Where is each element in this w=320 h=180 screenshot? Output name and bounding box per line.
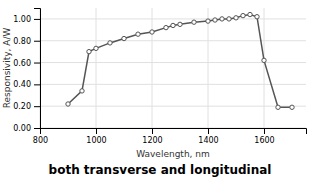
x-tick: 800 — [33, 128, 48, 145]
y-grid-line — [40, 18, 306, 19]
point — [108, 41, 112, 45]
y-tick-label: 0.80 — [13, 37, 31, 46]
x-tick: 1200 — [142, 128, 162, 145]
point — [213, 18, 217, 22]
y-tick-mark — [34, 41, 40, 42]
point — [255, 15, 259, 19]
y-grid-line — [40, 40, 306, 41]
y-tick-mark — [34, 106, 40, 107]
y-tick: 0.20 — [13, 102, 40, 111]
y-tick: 0.60 — [13, 59, 40, 68]
point — [66, 102, 70, 106]
point — [206, 19, 210, 23]
x-axis-title: Wavelength, nm — [136, 149, 210, 159]
y-tick-label: 1.00 — [13, 15, 31, 24]
y-tick-label: 0.20 — [13, 102, 31, 111]
y-grid-line — [40, 62, 306, 63]
x-tick-mark — [264, 128, 265, 134]
point — [290, 105, 294, 109]
y-tick: 0.00 — [13, 124, 40, 133]
x-tick-mark — [208, 128, 209, 134]
point — [164, 25, 168, 29]
point — [171, 23, 175, 27]
point — [192, 20, 196, 24]
point — [150, 30, 154, 34]
x-tick: 1400 — [198, 128, 218, 145]
point — [80, 89, 84, 93]
y-grid-line — [40, 84, 306, 85]
x-grid-line — [96, 8, 97, 128]
plot: 800 1000 1200 1400 1600 0.00 0.20 0.40 0.60 0.80 1… — [13, 8, 306, 145]
point — [227, 17, 231, 21]
y-tick-label: 0.60 — [13, 59, 31, 68]
y-tick-label: 0.00 — [13, 124, 31, 133]
x-tick-mark — [96, 128, 97, 134]
point — [87, 49, 91, 53]
point — [241, 13, 245, 17]
y-tick: 0.80 — [13, 37, 40, 46]
title: both transverse and longitudinal — [49, 163, 272, 177]
chart: 800 1000 1200 1400 1600 0.00 0.20 0.40 0.60 0.80 1… — [0, 0, 320, 180]
y-tick: 1.00 — [13, 15, 40, 24]
grid — [40, 8, 306, 128]
point — [220, 17, 224, 21]
series — [66, 12, 294, 109]
x-tick-label: 1000 — [86, 136, 106, 145]
point — [248, 12, 252, 16]
x-axis-line — [41, 129, 307, 135]
x-axis: 800 1000 1200 1400 1600 — [33, 128, 307, 145]
y-axis-line — [34, 9, 41, 129]
point — [262, 58, 266, 62]
y-tick: 0.40 — [13, 80, 40, 89]
point — [94, 46, 98, 50]
x-grid-line — [208, 8, 209, 128]
x-tick: 1000 — [86, 128, 106, 145]
point — [234, 16, 238, 20]
point — [136, 32, 140, 36]
point — [178, 22, 182, 26]
y-tick-mark — [34, 19, 40, 20]
y-axis-title: Responsivity, A/W — [2, 28, 12, 109]
x-tick-label: 800 — [33, 136, 48, 145]
y-grid-line — [40, 106, 306, 107]
point — [276, 105, 280, 109]
y-tick-mark — [34, 128, 40, 129]
x-tick-label: 1200 — [142, 136, 162, 145]
x-tick-label: 1600 — [254, 136, 274, 145]
point — [122, 36, 126, 40]
y-tick-label: 0.40 — [13, 80, 31, 89]
y-tick-mark — [34, 84, 40, 85]
x-tick-label: 1400 — [198, 136, 218, 145]
y-axis: 0.00 0.20 0.40 0.60 0.80 1.00 — [13, 9, 40, 134]
y-tick-mark — [34, 63, 40, 64]
line — [68, 15, 292, 108]
x-grid-line — [264, 8, 265, 128]
x-tick: 1600 — [254, 128, 274, 145]
x-tick-mark — [152, 128, 153, 134]
x-grid-line — [152, 8, 153, 128]
